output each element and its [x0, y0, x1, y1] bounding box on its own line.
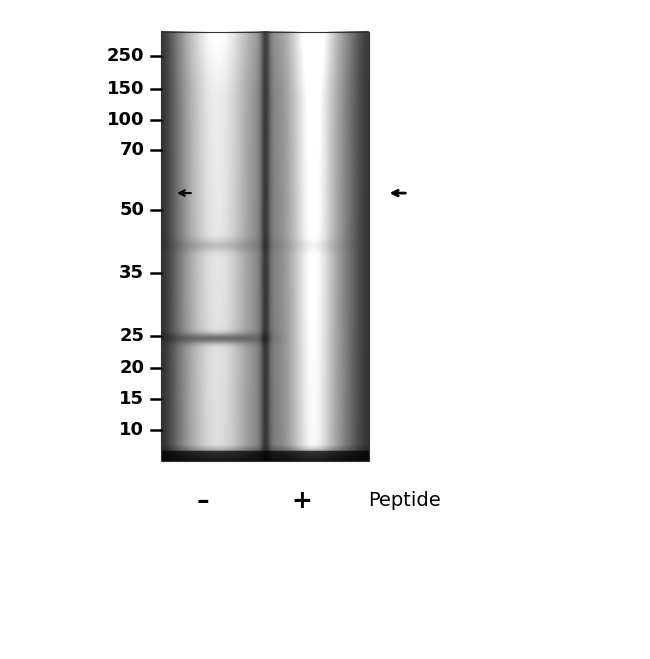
Text: 35: 35: [120, 264, 144, 283]
Text: 100: 100: [107, 111, 144, 129]
Text: –: –: [196, 489, 209, 513]
Bar: [161, 32, 369, 461]
Text: 70: 70: [120, 141, 144, 159]
Text: 50: 50: [120, 200, 144, 219]
Text: 20: 20: [120, 358, 144, 377]
Text: 150: 150: [107, 80, 144, 98]
Text: Peptide: Peptide: [369, 492, 441, 510]
Text: 15: 15: [120, 389, 144, 408]
Text: 25: 25: [120, 327, 144, 345]
Text: +: +: [292, 489, 313, 513]
Text: 10: 10: [120, 420, 144, 439]
Text: 250: 250: [107, 47, 144, 65]
